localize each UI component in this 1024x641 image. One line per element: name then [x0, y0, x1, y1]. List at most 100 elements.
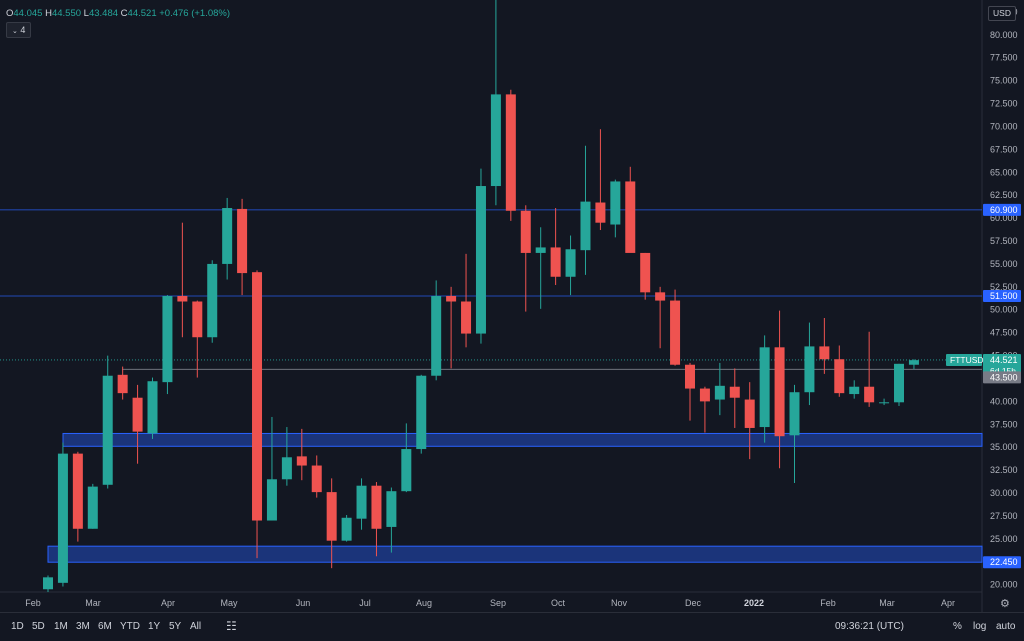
close-value: 44.521 [127, 8, 157, 19]
candle-body [252, 272, 263, 521]
candle [281, 427, 292, 486]
time-axis-tick-label: Aug [416, 598, 432, 608]
candle [356, 478, 367, 530]
candle-body [416, 375, 427, 450]
candle-body [505, 94, 516, 211]
time-axis-tick-label: Jul [359, 598, 371, 608]
candle-body [461, 301, 472, 334]
price-axis-tick-label: 80.000 [990, 30, 1018, 40]
range-6m[interactable]: 6M [98, 621, 112, 632]
candle-body [729, 386, 740, 398]
time-axis-tick-label: Sep [490, 598, 506, 608]
range-1m[interactable]: 1M [54, 621, 68, 632]
candle-body [43, 577, 53, 590]
price-axis-tick-label: 32.500 [990, 465, 1018, 475]
time-axis-tick-label: Oct [551, 598, 566, 608]
candle-body [371, 485, 382, 529]
candle-body [87, 486, 98, 529]
candle [535, 227, 546, 309]
candle [684, 362, 695, 421]
price-level-tag [983, 290, 1021, 302]
candle-body [296, 456, 307, 466]
high-value: 44.550 [51, 8, 82, 19]
bottom-toolbar: 1D 5D 1M 3M 6M YTD 1Y 5Y All ☷ 09:36:21 … [0, 612, 1024, 641]
candle [192, 300, 203, 378]
candle [774, 310, 785, 469]
calendar-range-icon[interactable]: ☷ [226, 619, 237, 633]
candle-body [132, 397, 143, 432]
range-3m[interactable]: 3M [76, 621, 90, 632]
price-axis-tick-label: 55.000 [990, 259, 1018, 269]
candle-body [699, 388, 710, 402]
candle-body [670, 300, 681, 365]
auto-toggle[interactable]: auto [996, 621, 1016, 632]
candle-body [266, 479, 277, 521]
symbol-tag [946, 353, 982, 366]
chevron-down-icon: ⌄ [12, 28, 18, 35]
candle-body [162, 296, 173, 383]
price-axis-tick-label: 47.500 [990, 328, 1018, 338]
range-5y[interactable]: 5Y [169, 621, 182, 632]
price-axis-tick-label: 40.000 [990, 396, 1018, 406]
candle [222, 197, 233, 280]
price-axis-tick-label: 57.500 [990, 236, 1018, 246]
candle-body [864, 386, 875, 403]
range-1d[interactable]: 1D [11, 621, 24, 632]
candle [87, 483, 98, 529]
candle-body [774, 347, 785, 437]
candle-body [894, 363, 905, 403]
range-ytd[interactable]: YTD [120, 621, 140, 632]
currency-button[interactable]: USD [988, 6, 1016, 21]
candle [834, 345, 845, 397]
price-axis-tick-label: 67.500 [990, 144, 1018, 154]
indicators-toggle[interactable]: ⌄ 4 [6, 22, 32, 38]
price-axis-tick-label: 72.500 [990, 99, 1018, 109]
candle-body [281, 457, 292, 480]
range-1y[interactable]: 1Y [148, 621, 161, 632]
candle [789, 384, 800, 483]
gear-icon[interactable]: ⚙ [1000, 598, 1010, 610]
candle-body [192, 301, 203, 338]
range-all[interactable]: All [190, 621, 202, 632]
candle [804, 322, 815, 406]
percent-toggle[interactable]: % [953, 621, 962, 632]
candle [655, 286, 666, 349]
price-axis-tick-label: 75.000 [990, 76, 1018, 86]
price-axis-tick-label: 35.000 [990, 442, 1018, 452]
candle-body [879, 402, 890, 404]
candle-body [475, 186, 486, 334]
candle [490, 0, 501, 206]
candle [520, 205, 531, 312]
low-value: 43.484 [88, 8, 119, 19]
candle-body [431, 296, 442, 376]
price-level-tag [983, 203, 1021, 216]
price-axis-tick-label: 25.000 [990, 534, 1018, 544]
symbol-tag-label: FTTUSD [950, 355, 984, 365]
candle [371, 482, 382, 557]
candle [177, 222, 188, 338]
high-label: H [45, 8, 52, 19]
candle [401, 423, 412, 493]
candle [894, 363, 905, 406]
clock-time[interactable]: 09:36:21 (UTC) [835, 621, 904, 632]
candle-body [102, 375, 113, 485]
price-level-label: 60.900 [990, 205, 1018, 215]
price-axis-tick-label: 52.500 [990, 282, 1018, 292]
candle [386, 487, 397, 553]
candle-body [610, 181, 621, 225]
log-toggle[interactable]: log [973, 621, 987, 632]
support-zone [47, 545, 983, 563]
time-axis-tick-label: 2022 [744, 598, 764, 608]
candle-body [326, 492, 337, 541]
range-5d[interactable]: 5D [32, 621, 45, 632]
candle [461, 253, 472, 348]
candle [341, 515, 352, 542]
candle [610, 179, 621, 238]
candle [625, 166, 636, 253]
candle [580, 145, 591, 275]
indicators-count: 4 [20, 25, 26, 35]
time-axis-tick-label: Feb [25, 598, 41, 608]
candle-body [446, 296, 457, 302]
candle-body [759, 347, 770, 428]
